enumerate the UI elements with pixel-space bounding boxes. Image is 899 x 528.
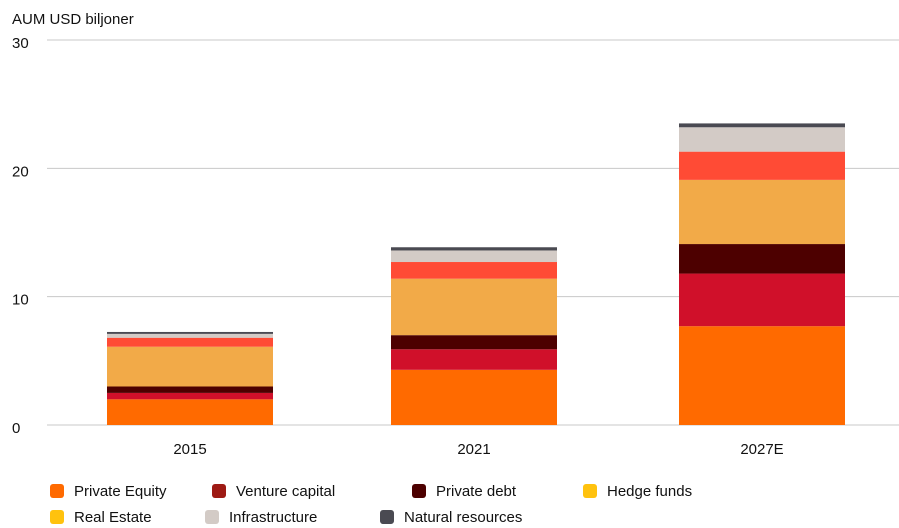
- bar-segment: [679, 123, 845, 128]
- bar-segment: [391, 278, 557, 336]
- legend-swatch: [380, 510, 394, 524]
- bar-segment: [107, 337, 273, 347]
- x-tick-label: 2021: [457, 441, 490, 458]
- legend-swatch: [50, 484, 64, 498]
- bar-segment: [679, 244, 845, 274]
- legend-label: Private debt: [436, 483, 517, 500]
- bar-segment: [679, 179, 845, 245]
- legend-swatch: [412, 484, 426, 498]
- bar-segment: [107, 346, 273, 387]
- y-tick-label: 30: [12, 35, 29, 52]
- legend-label: Real Estate: [74, 509, 152, 526]
- bar-segment: [391, 262, 557, 279]
- legend-swatch: [50, 510, 64, 524]
- x-tick-label: 2015: [173, 441, 206, 458]
- bar-segment: [679, 326, 845, 425]
- bar-segment: [391, 349, 557, 370]
- x-tick-label: 2027E: [740, 441, 783, 458]
- legend-label: Private Equity: [74, 483, 167, 500]
- y-tick-label: 10: [12, 292, 29, 309]
- legend-swatch: [205, 510, 219, 524]
- bar-segment: [391, 335, 557, 350]
- legend-label: Hedge funds: [607, 483, 692, 500]
- bar-segment: [107, 399, 273, 425]
- legend-swatch: [583, 484, 597, 498]
- y-tick-label: 20: [12, 163, 29, 180]
- bar-segment: [391, 247, 557, 251]
- legend-label: Infrastructure: [229, 509, 317, 526]
- bar-segment: [679, 273, 845, 327]
- legend-label: Venture capital: [236, 483, 335, 500]
- bar-segment: [107, 331, 273, 334]
- bar-segment: [391, 250, 557, 263]
- legend-label: Natural resources: [404, 509, 522, 526]
- bar-segment: [679, 151, 845, 180]
- axis-title: AUM USD biljoner: [12, 11, 134, 28]
- bar-segment: [679, 127, 845, 152]
- bar-segment: [107, 333, 273, 338]
- y-tick-label: 0: [12, 420, 20, 437]
- bar-segment: [107, 386, 273, 393]
- bar-segment: [391, 369, 557, 425]
- bar-segment: [107, 392, 273, 400]
- legend-swatch: [212, 484, 226, 498]
